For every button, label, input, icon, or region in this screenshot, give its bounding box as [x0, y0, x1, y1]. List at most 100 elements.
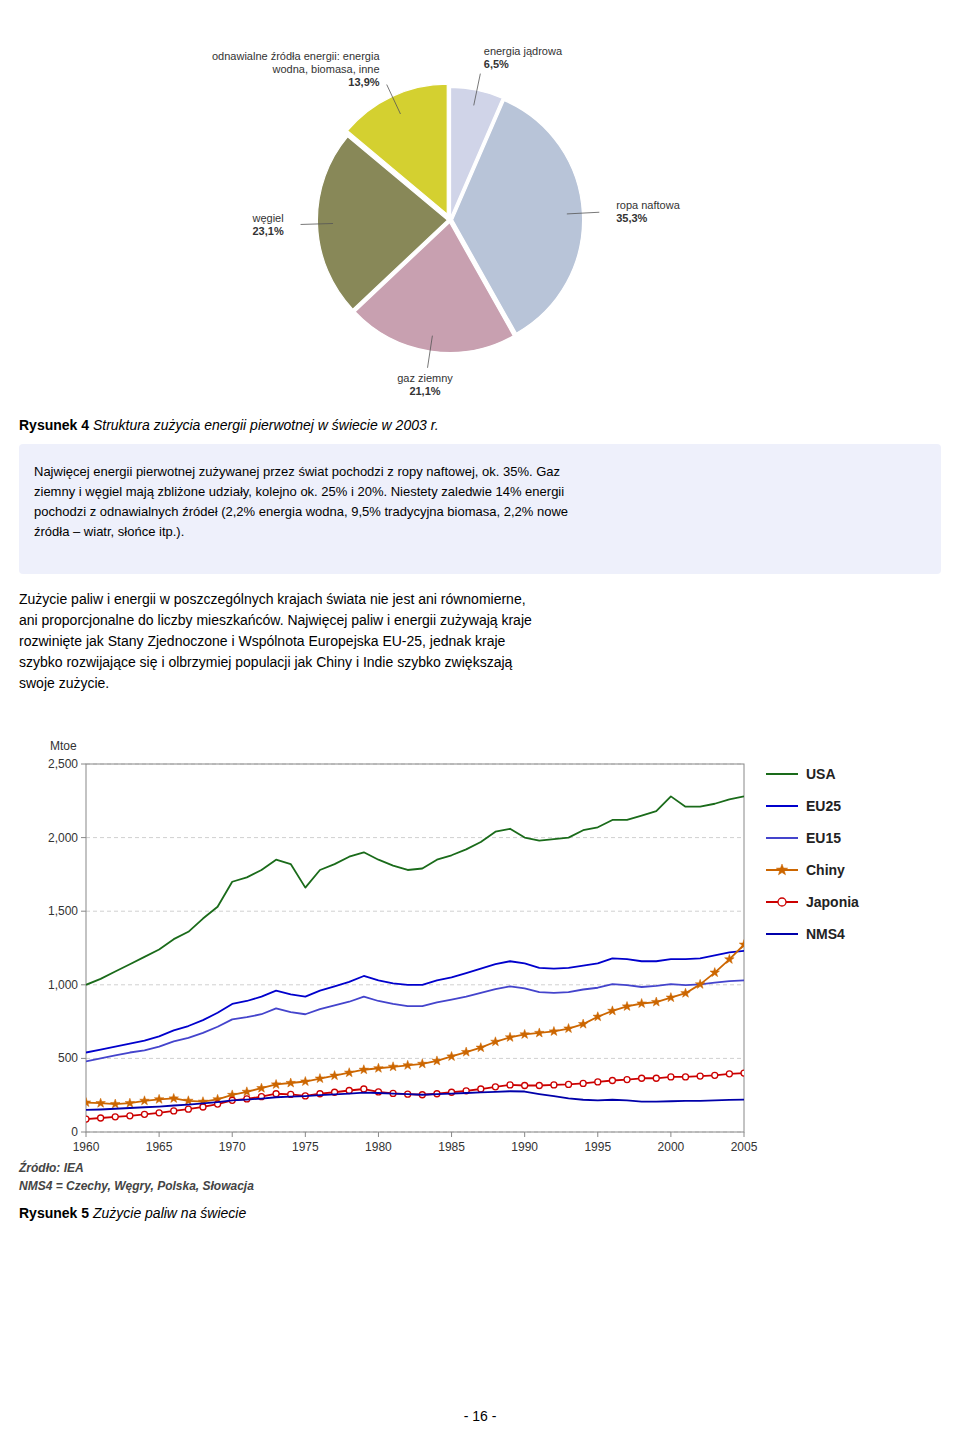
- pie: energia jądrowa6,5%ropa naftowa35,3%gaz …: [212, 45, 681, 397]
- grid-line: [86, 837, 744, 838]
- slice-label: węgiel23,1%: [251, 212, 283, 237]
- marker: [301, 1077, 311, 1086]
- paragraph-text: ani proporcjonalne do liczby mieszkańców…: [19, 612, 532, 628]
- marker: [712, 1072, 718, 1078]
- y-tick: [81, 1132, 86, 1133]
- plot-frame: [86, 764, 744, 1132]
- marker: [141, 1111, 147, 1117]
- legend: USAEU25EU15ChinyJaponiaNMS4: [766, 766, 859, 942]
- x-tick-label: 1965: [146, 1140, 173, 1154]
- y-tick-label: 2,000: [48, 831, 78, 845]
- marker: [257, 1083, 267, 1092]
- marker: [200, 1104, 206, 1110]
- marker: [778, 898, 786, 906]
- x-tick: [378, 1132, 379, 1137]
- leader-line: [428, 336, 433, 368]
- marker: [461, 1047, 471, 1056]
- x-tick: [232, 1132, 233, 1137]
- marker: [609, 1077, 615, 1083]
- marker: [330, 1071, 340, 1080]
- slice-label-value: 21,1%: [409, 385, 440, 397]
- slice-label: gaz ziemny21,1%: [397, 372, 453, 397]
- marker: [140, 1096, 150, 1105]
- x-tick-label: 1970: [219, 1140, 246, 1154]
- marker: [622, 1001, 632, 1010]
- marker: [578, 1019, 588, 1028]
- marker: [593, 1012, 603, 1021]
- x-tick: [744, 1132, 745, 1137]
- paragraph-text: rozwinięte jak Stany Zjednoczone i Wspól…: [19, 633, 506, 649]
- series-line: [86, 796, 744, 984]
- series-line: [86, 951, 744, 1053]
- marker: [535, 1028, 545, 1037]
- marker: [551, 1082, 557, 1088]
- y-tick-label: 1,000: [48, 978, 78, 992]
- marker: [520, 1029, 530, 1038]
- marker: [315, 1074, 325, 1083]
- y-tick: [81, 764, 86, 765]
- y-axis-label: Mtoe: [50, 739, 77, 753]
- marker: [566, 1081, 572, 1087]
- marker: [741, 1070, 744, 1076]
- y-tick: [81, 837, 86, 838]
- slice-label-name: wodna, biomasa, inne: [272, 63, 380, 75]
- marker: [491, 1037, 501, 1046]
- marker: [361, 1086, 367, 1092]
- y-tick: [81, 1058, 86, 1059]
- caption-label: Rysunek 5: [19, 1205, 89, 1221]
- marker: [125, 1098, 135, 1107]
- marker: [652, 997, 662, 1006]
- y-tick-label: 0: [71, 1125, 78, 1139]
- caption: Rysunek 5 Zużycie paliw na świecie: [19, 1205, 246, 1221]
- info-text: pochodzi z odnawialnych źródeł (2,2% ene…: [34, 504, 568, 519]
- marker: [374, 1063, 384, 1072]
- info-box: [19, 444, 941, 574]
- info-text: ziemny i węgiel mają zbliżone udziały, k…: [34, 484, 564, 499]
- marker: [492, 1084, 498, 1090]
- marker: [110, 1099, 120, 1108]
- x-tick: [524, 1132, 525, 1137]
- slice-label-name: ropa naftowa: [616, 199, 680, 211]
- paragraph-text: swoje zużycie.: [19, 675, 109, 691]
- marker: [86, 1098, 91, 1107]
- paragraph-text: Zużycie paliw i energii w poszczególnych…: [19, 591, 526, 607]
- marker: [608, 1006, 618, 1015]
- caption-text: Struktura zużycia energii pierwotnej w ś…: [89, 417, 439, 433]
- x-tick-label: 1985: [438, 1140, 465, 1154]
- marker: [668, 1074, 674, 1080]
- x-tick: [86, 1132, 87, 1137]
- marker: [447, 1051, 457, 1060]
- grid-line: [86, 911, 744, 912]
- marker: [476, 1043, 486, 1052]
- slice-label: odnawialne źródła energii: energiawodna,…: [212, 50, 380, 88]
- marker: [507, 1082, 513, 1088]
- legend-label: NMS4: [806, 926, 845, 942]
- x-tick: [597, 1132, 598, 1137]
- marker: [169, 1093, 179, 1102]
- series-line: [86, 980, 744, 1061]
- legend-label: Chiny: [806, 862, 845, 878]
- marker: [536, 1082, 542, 1088]
- marker: [549, 1026, 559, 1035]
- legend-swatch: [766, 933, 798, 935]
- marker: [710, 968, 720, 977]
- marker: [86, 1116, 89, 1122]
- marker: [776, 864, 787, 875]
- x-tick-label: 1980: [365, 1140, 392, 1154]
- marker: [154, 1094, 164, 1103]
- x-tick-label: 1960: [73, 1140, 100, 1154]
- marker: [666, 993, 676, 1002]
- marker: [375, 1089, 381, 1095]
- x-tick: [670, 1132, 671, 1137]
- legend-swatch: [766, 837, 798, 839]
- marker: [725, 954, 735, 963]
- series-line: [86, 1073, 744, 1119]
- marker: [171, 1108, 177, 1114]
- leader-line: [567, 212, 599, 214]
- marker: [185, 1106, 191, 1112]
- marker: [242, 1087, 252, 1096]
- source-note: Źródło: IEA: [18, 1160, 84, 1175]
- x-tick-label: 2000: [658, 1140, 685, 1154]
- legend-swatch: [766, 805, 798, 807]
- x-tick-label: 1975: [292, 1140, 319, 1154]
